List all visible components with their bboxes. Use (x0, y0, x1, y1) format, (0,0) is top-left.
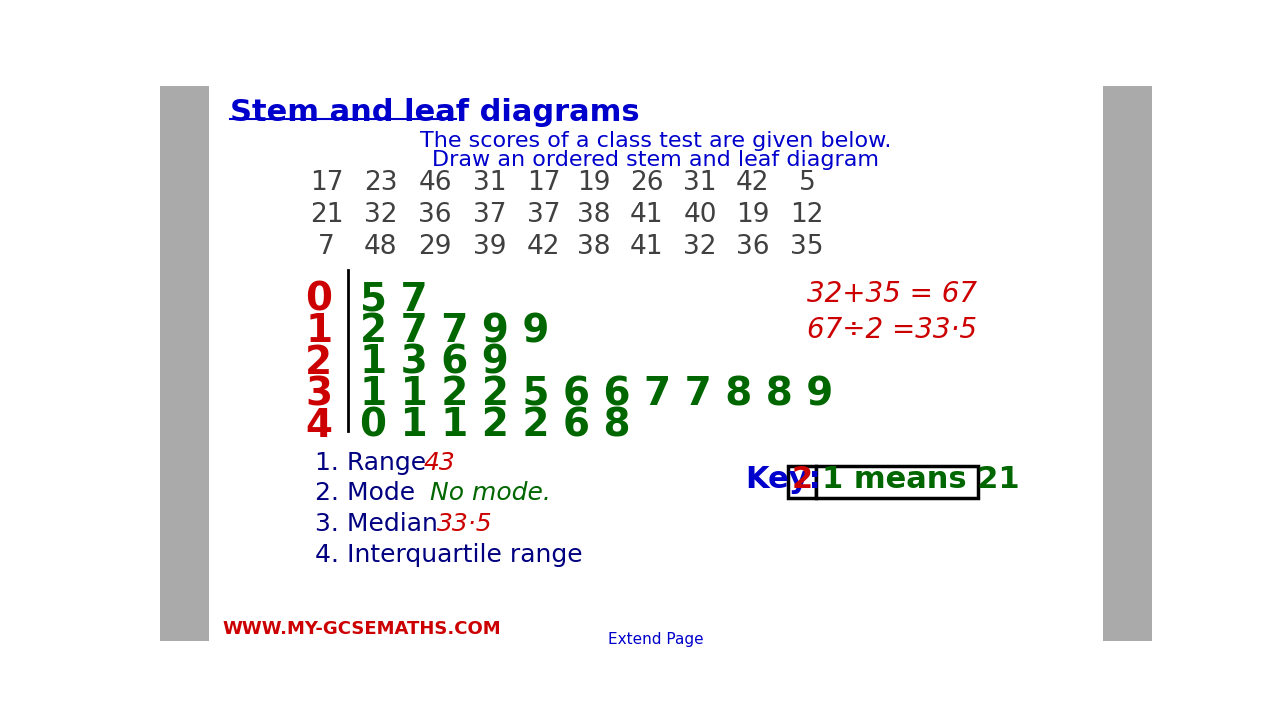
Text: 35: 35 (790, 234, 824, 260)
Text: 7: 7 (319, 234, 335, 260)
Text: 43: 43 (424, 451, 456, 474)
Text: 67÷2 =33·5: 67÷2 =33·5 (808, 316, 977, 344)
Text: Stem and leaf diagrams: Stem and leaf diagrams (229, 98, 640, 127)
Text: Draw an ordered stem and leaf diagram: Draw an ordered stem and leaf diagram (433, 150, 879, 171)
Text: 5: 5 (799, 169, 815, 196)
Text: 40: 40 (684, 202, 717, 228)
Text: 39: 39 (472, 234, 506, 260)
Text: 12: 12 (790, 202, 824, 228)
Text: No mode.: No mode. (430, 482, 550, 505)
Text: 46: 46 (419, 169, 452, 196)
Text: 2: 2 (306, 343, 333, 382)
Text: 4: 4 (306, 407, 333, 445)
Text: 21: 21 (310, 202, 343, 228)
Text: 2 7 7 9 9: 2 7 7 9 9 (360, 312, 549, 350)
Text: 4. Interquartile range: 4. Interquartile range (315, 543, 582, 567)
Text: 33·5: 33·5 (438, 512, 493, 536)
Text: 3: 3 (306, 375, 333, 413)
Text: 17: 17 (527, 169, 561, 196)
Text: 31: 31 (472, 169, 506, 196)
Text: 2. Mode: 2. Mode (315, 482, 415, 505)
Text: 36: 36 (736, 234, 769, 260)
Text: 37: 37 (472, 202, 506, 228)
Text: 3. Median: 3. Median (315, 512, 438, 536)
Text: 23: 23 (364, 169, 398, 196)
Text: 36: 36 (419, 202, 452, 228)
Text: 41: 41 (630, 202, 663, 228)
Text: 2: 2 (791, 464, 813, 494)
Text: 32: 32 (364, 202, 398, 228)
Text: 42: 42 (527, 234, 561, 260)
Text: Extend Page: Extend Page (608, 631, 704, 647)
Text: 0 1 1 2 2 6 8: 0 1 1 2 2 6 8 (360, 407, 631, 445)
Text: 17: 17 (310, 169, 343, 196)
Text: 32+35 = 67: 32+35 = 67 (808, 280, 977, 308)
Text: WWW.MY-GCSEMATHS.COM: WWW.MY-GCSEMATHS.COM (221, 620, 500, 638)
Text: 38: 38 (577, 202, 611, 228)
Text: 19: 19 (577, 169, 611, 196)
Text: 5 7: 5 7 (360, 280, 428, 318)
Text: 1: 1 (306, 312, 333, 350)
Text: 38: 38 (577, 234, 611, 260)
Text: 19: 19 (736, 202, 769, 228)
Text: 1 1 2 2 5 6 6 7 7 8 8 9: 1 1 2 2 5 6 6 7 7 8 8 9 (360, 375, 833, 413)
Text: Key:: Key: (745, 464, 820, 494)
Text: 29: 29 (419, 234, 452, 260)
Text: 37: 37 (527, 202, 561, 228)
Text: 32: 32 (684, 234, 717, 260)
Text: 1 means 21: 1 means 21 (822, 464, 1019, 494)
FancyBboxPatch shape (787, 466, 815, 498)
Text: 26: 26 (630, 169, 663, 196)
FancyBboxPatch shape (815, 466, 978, 498)
Text: 1 3 6 9: 1 3 6 9 (360, 343, 508, 382)
FancyBboxPatch shape (1103, 86, 1152, 641)
Text: 31: 31 (684, 169, 717, 196)
Text: 41: 41 (630, 234, 663, 260)
Text: 42: 42 (736, 169, 769, 196)
Text: 1. Range: 1. Range (315, 451, 426, 474)
Text: 48: 48 (364, 234, 398, 260)
Text: The scores of a class test are given below.: The scores of a class test are given bel… (420, 131, 892, 151)
FancyBboxPatch shape (160, 86, 209, 641)
Text: 0: 0 (306, 280, 333, 318)
